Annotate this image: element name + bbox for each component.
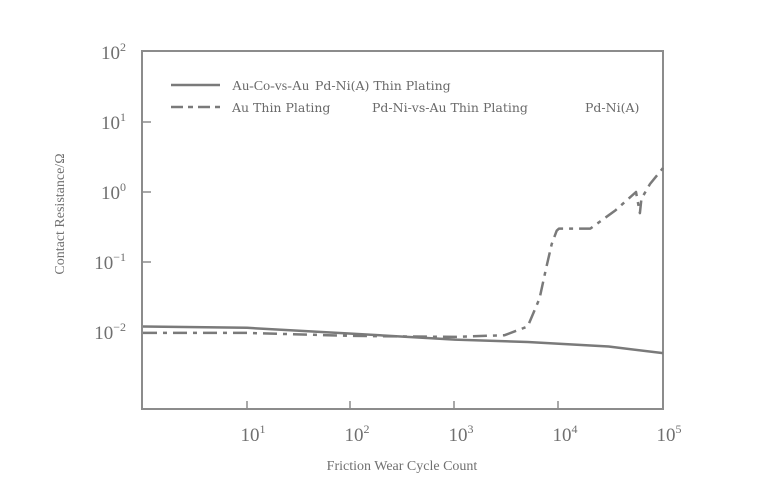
y-tick-label: 10−1 [94, 250, 126, 274]
legend-row1-part1: Au-Co-vs-Au [232, 79, 309, 94]
y-tick-label: 10−2 [94, 320, 126, 344]
x-tick-label: 103 [449, 422, 474, 446]
series-layer [142, 167, 664, 355]
x-tick-label: 102 [345, 422, 370, 446]
y-tick-labels: 102 101 100 10−1 10−2 [94, 40, 126, 344]
x-tick-label: 105 [657, 422, 682, 446]
x-tick-labels: 101 102 103 104 105 [241, 422, 682, 446]
series-dashdot-line [143, 167, 664, 339]
series-solid-line [142, 325, 664, 355]
x-tick-label: 101 [241, 422, 266, 446]
legend-row2-part2: Pd-Ni-vs-Au Thin Plating [372, 100, 528, 115]
x-axis-title: Friction Wear Cycle Count [327, 459, 478, 474]
legend-row2-part1: Au Thin Plating [231, 100, 330, 115]
y-tick-label: 102 [101, 40, 126, 64]
legend-row2-part3: Pd-Ni(A) [585, 100, 639, 115]
y-axis [142, 121, 151, 263]
legend-row1-part2: Pd-Ni(A) Thin Plating [315, 78, 451, 93]
y-tick-label: 100 [101, 180, 126, 204]
legend: Au-Co-vs-Au Pd-Ni(A) Thin Plating Au Thi… [171, 78, 639, 115]
plot-frame [141, 50, 664, 410]
x-axis [246, 401, 559, 409]
y-tick-label: 101 [101, 110, 126, 134]
x-tick-label: 104 [553, 422, 578, 446]
y-axis-title: Contact Resistance/Ω [53, 153, 68, 274]
